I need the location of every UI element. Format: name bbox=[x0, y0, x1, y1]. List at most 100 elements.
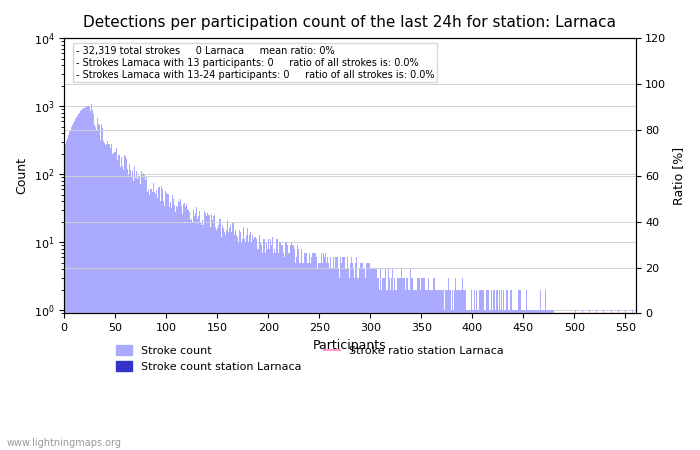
Bar bbox=[475, 310, 476, 450]
Bar bbox=[158, 187, 160, 450]
Bar bbox=[274, 249, 275, 450]
Bar bbox=[265, 242, 267, 450]
Bar bbox=[432, 290, 433, 450]
Bar bbox=[144, 175, 145, 450]
Bar bbox=[405, 290, 407, 450]
Bar bbox=[69, 132, 70, 450]
Bar bbox=[380, 270, 381, 450]
Bar bbox=[104, 143, 106, 450]
Bar bbox=[90, 111, 91, 450]
Bar bbox=[524, 310, 525, 450]
Bar bbox=[418, 278, 419, 450]
Bar bbox=[329, 270, 330, 450]
Bar bbox=[172, 195, 173, 450]
Bar bbox=[485, 310, 486, 450]
Bar bbox=[68, 135, 69, 450]
Text: www.lightningmaps.org: www.lightningmaps.org bbox=[7, 437, 122, 447]
Bar bbox=[481, 290, 482, 450]
Bar bbox=[190, 220, 191, 450]
Bar bbox=[168, 194, 169, 450]
Bar bbox=[342, 257, 343, 450]
Bar bbox=[378, 278, 379, 450]
Bar bbox=[248, 242, 249, 450]
Bar bbox=[80, 112, 81, 450]
Bar bbox=[518, 290, 519, 450]
Bar bbox=[247, 228, 248, 450]
Bar bbox=[436, 290, 437, 450]
Bar bbox=[323, 253, 324, 450]
Bar bbox=[411, 278, 412, 450]
Bar bbox=[358, 270, 360, 450]
Bar bbox=[292, 245, 293, 450]
Bar bbox=[282, 245, 283, 450]
Bar bbox=[241, 242, 242, 450]
Bar bbox=[392, 270, 393, 450]
Bar bbox=[234, 234, 235, 450]
Bar bbox=[445, 290, 447, 450]
Bar bbox=[538, 310, 539, 450]
Bar bbox=[151, 189, 153, 450]
Bar bbox=[226, 230, 227, 450]
Bar bbox=[289, 253, 290, 450]
Bar bbox=[382, 278, 383, 450]
Bar bbox=[458, 290, 460, 450]
Bar bbox=[206, 216, 207, 450]
Bar bbox=[532, 310, 533, 450]
Bar bbox=[400, 278, 401, 450]
Bar bbox=[228, 232, 229, 450]
Bar bbox=[539, 310, 540, 450]
Bar bbox=[214, 215, 215, 450]
Bar bbox=[501, 290, 503, 450]
X-axis label: Participants: Participants bbox=[313, 339, 386, 352]
Bar bbox=[277, 239, 278, 450]
Bar bbox=[79, 112, 80, 450]
Bar bbox=[177, 207, 178, 450]
Bar bbox=[223, 228, 224, 450]
Bar bbox=[341, 263, 342, 450]
Bar bbox=[189, 212, 190, 450]
Bar bbox=[142, 175, 144, 450]
Bar bbox=[477, 310, 478, 450]
Bar bbox=[293, 245, 294, 450]
Bar bbox=[227, 220, 228, 450]
Bar bbox=[322, 263, 323, 450]
Bar bbox=[92, 110, 93, 450]
Bar bbox=[77, 116, 78, 450]
Bar bbox=[230, 225, 231, 450]
Bar bbox=[284, 257, 285, 450]
Bar bbox=[427, 290, 428, 450]
Bar bbox=[416, 278, 418, 450]
Bar bbox=[489, 310, 490, 450]
Bar bbox=[516, 310, 517, 450]
Bar bbox=[484, 310, 485, 450]
Bar bbox=[285, 242, 286, 450]
Bar bbox=[187, 209, 188, 450]
Bar bbox=[73, 123, 74, 450]
Bar bbox=[525, 310, 526, 450]
Bar bbox=[125, 156, 126, 450]
Bar bbox=[531, 310, 532, 450]
Bar bbox=[507, 290, 508, 450]
Bar bbox=[610, 310, 612, 450]
Bar bbox=[256, 239, 258, 450]
Bar bbox=[425, 290, 426, 450]
Bar bbox=[242, 239, 243, 450]
Bar bbox=[333, 257, 334, 450]
Bar bbox=[471, 290, 472, 450]
Bar bbox=[240, 232, 241, 450]
Bar bbox=[430, 290, 431, 450]
Bar bbox=[443, 290, 444, 450]
Bar bbox=[147, 192, 148, 450]
Bar bbox=[346, 270, 347, 450]
Bar bbox=[108, 144, 109, 450]
Bar bbox=[546, 310, 547, 450]
Bar bbox=[371, 270, 372, 450]
Bar bbox=[482, 290, 483, 450]
Bar bbox=[324, 257, 325, 450]
Bar bbox=[220, 237, 222, 450]
Bar bbox=[209, 227, 211, 450]
Bar bbox=[111, 154, 113, 450]
Bar bbox=[331, 270, 332, 450]
Bar bbox=[439, 290, 440, 450]
Bar bbox=[535, 310, 536, 450]
